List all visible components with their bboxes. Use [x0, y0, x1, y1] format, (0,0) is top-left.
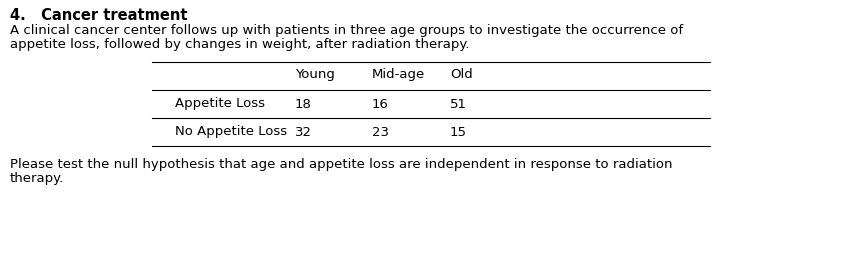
- Text: 18: 18: [295, 98, 312, 110]
- Text: A clinical cancer center follows up with patients in three age groups to investi: A clinical cancer center follows up with…: [10, 24, 683, 37]
- Text: therapy.: therapy.: [10, 172, 64, 185]
- Text: 23: 23: [372, 125, 389, 139]
- Text: Old: Old: [450, 68, 473, 81]
- Text: 51: 51: [450, 98, 467, 110]
- Text: 15: 15: [450, 125, 467, 139]
- Text: 16: 16: [372, 98, 389, 110]
- Text: Young: Young: [295, 68, 335, 81]
- Text: 4.   Cancer treatment: 4. Cancer treatment: [10, 8, 188, 23]
- Text: Appetite Loss: Appetite Loss: [175, 98, 265, 110]
- Text: 32: 32: [295, 125, 312, 139]
- Text: No Appetite Loss: No Appetite Loss: [175, 125, 288, 139]
- Text: appetite loss, followed by changes in weight, after radiation therapy.: appetite loss, followed by changes in we…: [10, 38, 469, 51]
- Text: Mid-age: Mid-age: [372, 68, 425, 81]
- Text: Please test the null hypothesis that age and appetite loss are independent in re: Please test the null hypothesis that age…: [10, 158, 673, 171]
